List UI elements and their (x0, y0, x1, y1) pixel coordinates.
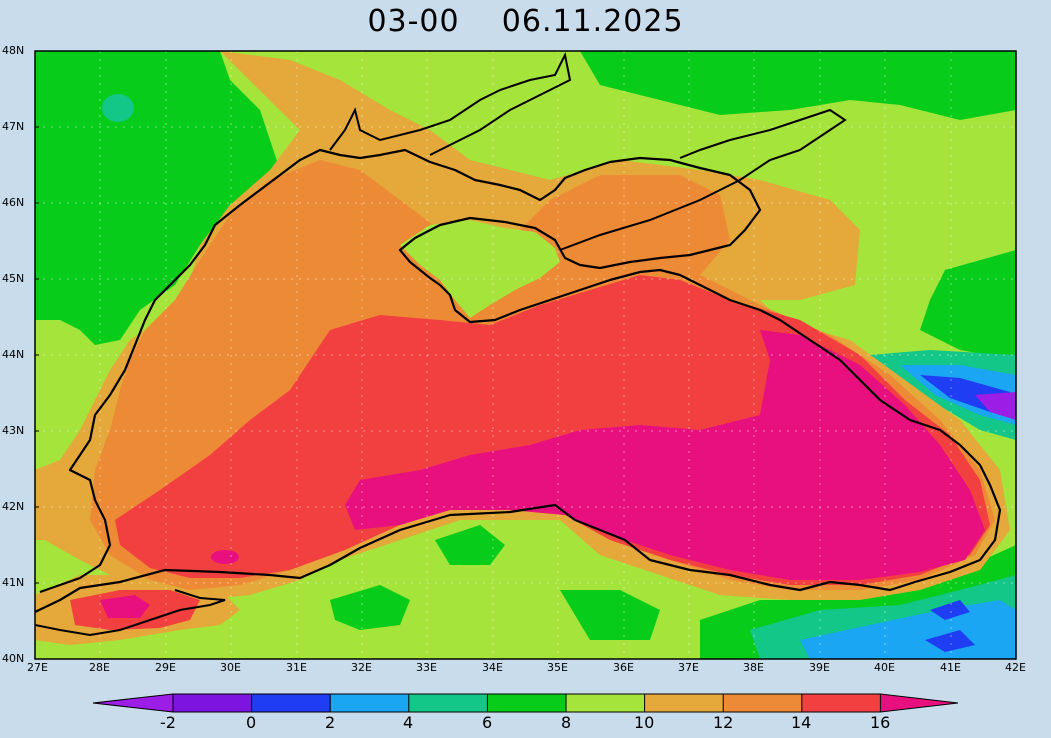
field-blue-patch2 (925, 630, 975, 652)
field-green-south2 (435, 525, 505, 565)
colorbar-label-14: 14 (791, 713, 812, 732)
field-green-north (35, 51, 280, 345)
lat-label-44n: 44N (2, 348, 25, 361)
coastline (35, 148, 1002, 613)
lat-label-43n: 43N (2, 424, 25, 437)
lon-label-27e: 27E (27, 661, 48, 674)
lon-label-30e: 30E (220, 661, 241, 674)
field-magenta-core (345, 330, 985, 580)
colorbar-swatch-6 (566, 694, 645, 712)
lat-label-47n: 47N (2, 120, 25, 133)
lat-label-41n: 41N (2, 576, 25, 589)
lon-label-34e: 34E (482, 661, 503, 674)
lon-label-29e: 29E (155, 661, 176, 674)
lat-label-42n: 42N (2, 500, 25, 513)
colorbar (92, 693, 959, 713)
axis-ticks (35, 50, 39, 584)
colorbar-swatch-2 (251, 694, 331, 712)
colorbar-label-0: 0 (246, 713, 257, 732)
field-crimea (400, 220, 560, 318)
lon-label-38e: 38E (743, 661, 764, 674)
lon-label-36e: 36E (613, 661, 634, 674)
colorbar-swatch-1 (173, 694, 252, 712)
lat-label-46n: 46N (2, 196, 25, 209)
field-teal-spot (102, 94, 134, 122)
lon-label-42e: 42E (1005, 661, 1026, 674)
lat-label-48n: 48N (2, 44, 25, 57)
lat-lon-grid (35, 51, 1016, 659)
colorbar-swatch-5 (487, 694, 566, 712)
field-blue-patch1 (930, 600, 970, 620)
colorbar-label-12: 12 (713, 713, 734, 732)
colorbar-swatch-7 (644, 694, 724, 712)
field-green-northeast (580, 51, 1016, 120)
colorbar-label-2: 2 (325, 713, 336, 732)
lat-label-40n: 40N (2, 652, 25, 665)
lon-label-39e: 39E (809, 661, 830, 674)
colorbar-swatch-8 (723, 694, 802, 712)
title-time: 03-00 (367, 4, 460, 39)
lat-label-45n: 45N (2, 272, 25, 285)
lon-label-35e: 35E (547, 661, 568, 674)
map-title: 03-00 06.11.2025 (0, 4, 1051, 39)
colorbar-label-8: 8 (561, 713, 572, 732)
coastline-azov (559, 108, 847, 251)
colorbar-label-neg2: -2 (160, 713, 176, 732)
field-magenta-patch-west (100, 595, 150, 618)
colorbar-label-10: 10 (634, 713, 655, 732)
coastline-north (329, 51, 572, 156)
temperature-field (35, 51, 1016, 659)
colorbar-max-arrow (880, 694, 958, 712)
lon-label-32e: 32E (351, 661, 372, 674)
field-magenta-spot (211, 550, 239, 564)
colorbar-min-arrow (93, 694, 173, 712)
lon-label-41e: 41E (940, 661, 961, 674)
field-purple-east (975, 392, 1016, 420)
lon-label-28e: 28E (89, 661, 110, 674)
colorbar-label-16: 16 (870, 713, 891, 732)
colorbar-label-6: 6 (482, 713, 493, 732)
coastline-bosphorus (35, 589, 226, 637)
colorbar-swatch-3 (330, 694, 409, 712)
lon-label-31e: 31E (286, 661, 307, 674)
colorbar-swatch-9 (801, 694, 881, 712)
colorbar-swatch-4 (408, 694, 488, 712)
field-green-south3 (560, 590, 660, 640)
lon-label-40e: 40E (874, 661, 895, 674)
title-date: 06.11.2025 (501, 4, 684, 39)
lon-label-33e: 33E (416, 661, 437, 674)
colorbar-label-4: 4 (403, 713, 414, 732)
field-green-east (920, 250, 1016, 360)
lon-label-37e: 37E (678, 661, 699, 674)
field-green-south (330, 585, 410, 630)
